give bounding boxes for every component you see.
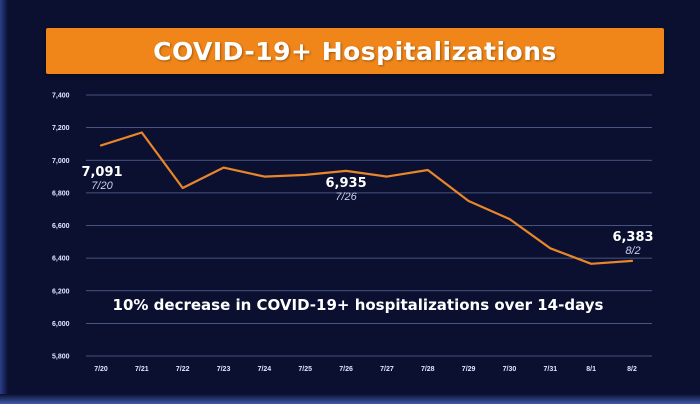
y-tick-label: 6,600 [52,223,70,230]
gridlines [86,94,652,357]
callout-value: 7,091 [81,165,122,180]
x-tick-label: 7/20 [94,366,108,373]
callout-date: 7/20 [91,180,113,192]
x-tick-label: 7/24 [258,366,272,373]
x-axis-ticks: 7/20 7/21 7/22 7/23 7/24 7/25 7/26 7/27 7/28 7/29… [94,366,637,373]
x-tick-label: 7/30 [503,366,517,373]
x-tick-label: 7/21 [135,366,149,373]
callout-date: 7/26 [335,191,357,203]
x-tick-label: 7/31 [543,366,557,373]
callout-date: 8/2 [625,245,640,257]
x-tick-label: 7/28 [421,366,435,373]
callout-value: 6,383 [612,230,653,245]
y-tick-label: 6,400 [52,256,70,263]
hospitalizations-line [99,131,634,265]
y-tick-label: 6,800 [52,190,70,197]
y-tick-label: 5,800 [52,354,70,361]
y-axis-ticks: 7,400 7,200 7,000 6,800 6,600 6,400 6,200 6,000… [52,93,70,361]
x-tick-label: 7/29 [462,366,476,373]
x-tick-label: 7/25 [298,366,312,373]
title-banner: COVID-19+ Hospitalizations [46,28,664,74]
y-tick-label: 7,000 [52,158,70,165]
decrease-annotation: 10% decrease in COVID-19+ hospitalizatio… [113,296,604,314]
x-tick-label: 7/22 [176,366,190,373]
x-tick-label: 7/27 [380,366,394,373]
bottom-strip [0,394,700,404]
y-tick-label: 7,400 [52,93,70,100]
chart-title: COVID-19+ Hospitalizations [153,36,557,66]
y-tick-label: 6,000 [52,321,70,328]
y-tick-label: 7,200 [52,125,70,132]
x-tick-label: 8/1 [586,366,596,373]
y-tick-label: 6,200 [52,288,70,295]
callout-value: 6,935 [326,176,367,191]
x-tick-label: 7/26 [339,366,353,373]
x-tick-label: 7/23 [217,366,231,373]
x-tick-label: 8/2 [627,366,637,373]
